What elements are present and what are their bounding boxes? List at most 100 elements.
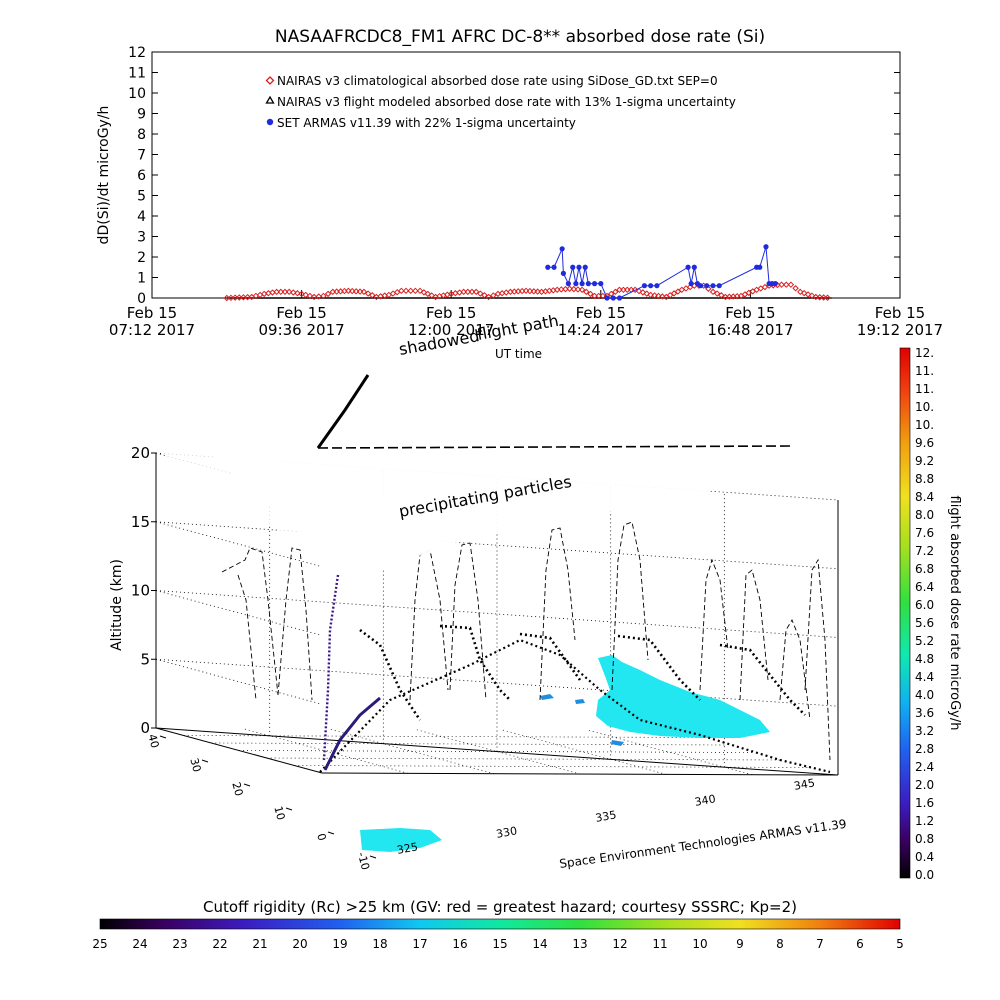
latitude-tick-label: -10 <box>355 851 372 872</box>
altitude-profile <box>539 527 576 701</box>
climatology-point <box>530 288 537 295</box>
altitude-tick-label: 15 <box>131 513 150 531</box>
climatology-point <box>595 292 602 300</box>
dose-colorbar-label: flight absorbed dose rate microGy/h <box>947 496 962 731</box>
y-tick-label: 8 <box>137 127 146 143</box>
altitude-profile <box>409 549 449 701</box>
climatology-point <box>402 287 410 295</box>
armas-point <box>576 264 582 270</box>
climatology-point <box>639 289 647 296</box>
rigidity-tick-label: 15 <box>492 937 507 951</box>
altitude-profile <box>221 547 279 696</box>
rigidity-colorbar-ticks: 25 24 23 22 21 20 19 18 17 16 15 14 13 12 11 10 9 8 7 6 5 <box>92 937 903 951</box>
x-tick-label-time: 16:48 2017 <box>707 321 793 339</box>
climatology-point <box>273 288 280 296</box>
rigidity-tick-label: 11 <box>652 937 667 951</box>
climatology-point <box>612 288 619 296</box>
altitude-profile <box>277 547 313 701</box>
dose-tick-label: 1.6 <box>915 796 934 810</box>
climatology-point <box>587 290 594 298</box>
altitude-profile <box>804 558 831 761</box>
flight-path-segments <box>439 624 511 701</box>
longitude-tick-label: 345 <box>793 776 816 792</box>
climatology-point <box>398 287 405 295</box>
x-tick-label-date: Feb 15 <box>875 304 925 322</box>
climatology-point <box>281 288 289 296</box>
x-tick-label-time: 14:24 2017 <box>558 321 644 339</box>
altitude-profile <box>611 521 649 691</box>
armas-point <box>573 281 579 287</box>
armas-point <box>616 295 623 301</box>
dose-tick-label: 9.6 <box>915 436 934 450</box>
dose-tick-label: 5.6 <box>915 616 934 630</box>
longitude-axis: 325 330 335 340 345 <box>396 776 816 856</box>
armas-point <box>559 246 565 252</box>
ground-grid-line <box>211 742 728 746</box>
rigidity-tick-label: 9 <box>736 937 744 951</box>
armas-point <box>716 283 722 289</box>
ground-grid-line <box>327 728 495 775</box>
altitude-axis: 0 5 10 15 20 <box>131 444 156 737</box>
dose-tick-label: 11. <box>915 382 934 396</box>
rigidity-tick-label: 5 <box>896 937 904 951</box>
x-tick-label-time: 09:36 2017 <box>259 321 345 339</box>
legend: NAIRAS v3 climatological absorbed dose r… <box>265 74 736 130</box>
ground-grid-line <box>266 757 783 761</box>
legend-triangle-icon <box>265 95 275 104</box>
climatology-point <box>290 289 297 296</box>
climatology-point <box>302 291 309 299</box>
grid-line <box>155 590 839 638</box>
climatology-point <box>787 281 795 288</box>
flight-path-segments-4 <box>719 643 806 716</box>
y-tick-label: 2 <box>137 250 146 266</box>
climatology-point <box>607 290 615 298</box>
altitude-profile <box>779 618 811 721</box>
legend-label-climatology: NAIRAS v3 climatological absorbed dose r… <box>277 74 718 88</box>
dose-tick-label: 3.6 <box>915 706 934 720</box>
ground-grid <box>183 727 811 776</box>
grid-line <box>155 590 323 636</box>
altitude-profiles <box>221 521 831 761</box>
dose-tick-label: 12. <box>915 346 934 360</box>
legend-diamond-icon <box>265 76 275 85</box>
longitude-tick-label: 340 <box>694 792 717 808</box>
latitude-tick-label: 0 <box>314 832 328 842</box>
altitude-tick-label: 10 <box>131 582 150 600</box>
y-tick-label: 7 <box>137 148 146 164</box>
dose-tick-label: 2.8 <box>915 742 934 756</box>
armas-point <box>704 283 710 289</box>
grid-line <box>155 521 323 568</box>
armas-point <box>710 283 716 289</box>
climatology-point <box>566 285 573 292</box>
annotation-flight-path: flight path <box>475 311 560 344</box>
armas-point <box>598 281 604 287</box>
rigidity-tick-label: 7 <box>816 937 824 951</box>
climatology-point <box>420 289 428 296</box>
armas-point <box>772 281 778 287</box>
armas-point <box>688 281 694 287</box>
climatology-point <box>812 293 820 301</box>
latitude-tick <box>369 855 377 859</box>
x-tick-label-date: Feb 15 <box>576 304 626 322</box>
climatology-point <box>412 287 419 295</box>
legend-label-nairas-flight: NAIRAS v3 flight modeled absorbed dose r… <box>277 95 736 109</box>
y-tick-label: 10 <box>128 86 146 102</box>
armas-point <box>565 281 571 287</box>
dose-tick-label: 8.0 <box>915 508 934 522</box>
climatology-point <box>285 288 293 296</box>
climatology-point <box>356 288 364 295</box>
altitude-tick-label: 5 <box>140 650 150 668</box>
top-y-axis-label: dD(Si)/dt microGy/h <box>96 106 112 245</box>
climatology-point <box>792 285 799 292</box>
armas-point <box>545 264 551 270</box>
climatology-point <box>345 287 352 295</box>
latitude-tick <box>327 831 335 835</box>
rigidity-tick-label: 20 <box>292 937 307 951</box>
climatology-point <box>651 292 658 299</box>
legend-label-armas: SET ARMAS v11.39 with 22% 1-sigma uncert… <box>277 116 576 130</box>
climatology-point <box>804 291 812 298</box>
climatology-point <box>315 293 322 300</box>
longitude-tick-label: 325 <box>396 840 419 856</box>
